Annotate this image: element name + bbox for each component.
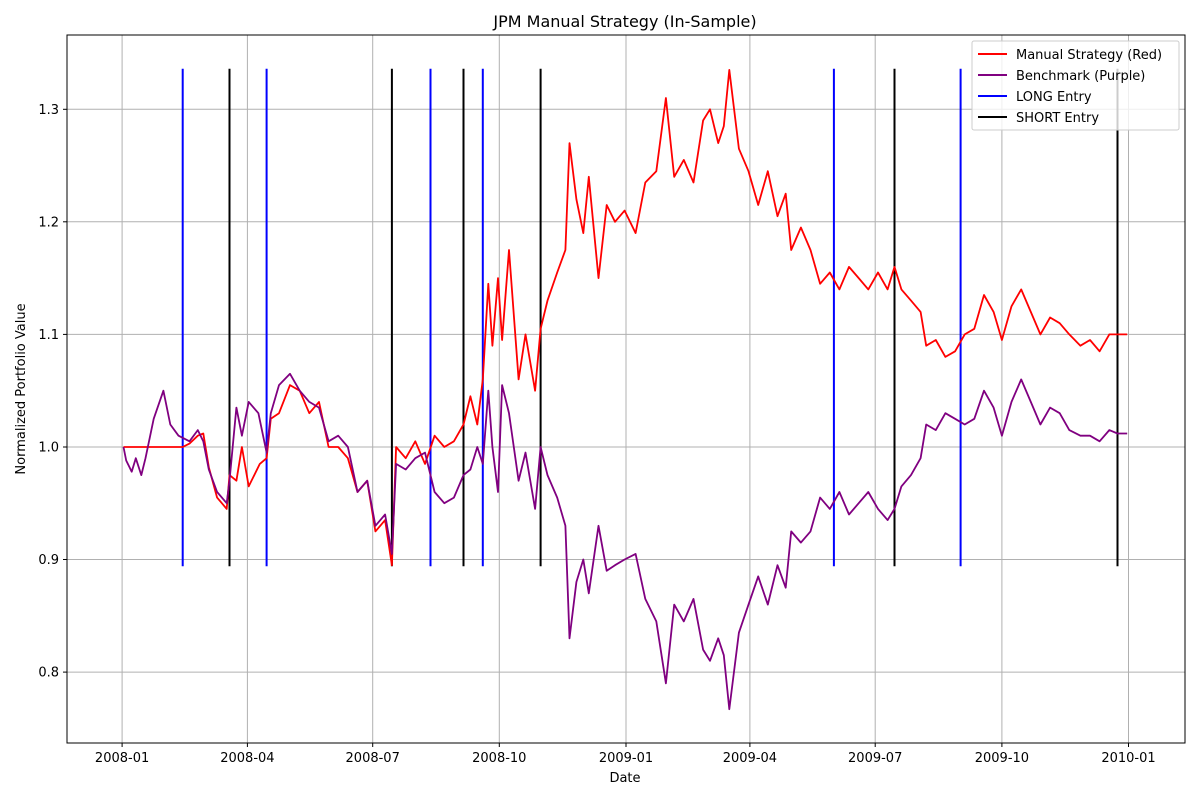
x-tick-label: 2009-10 (975, 751, 1029, 766)
manual-strategy-line (123, 69, 1128, 567)
y-tick-label: 0.9 (38, 553, 59, 568)
y-tick-label: 0.8 (38, 666, 59, 681)
benchmark-line (122, 372, 1128, 711)
y-tick-label: 1.3 (38, 103, 59, 118)
x-axis-title: Date (609, 771, 640, 786)
entry-markers (181, 68, 1119, 567)
x-tick-label: 2010-01 (1101, 751, 1155, 766)
legend-label-long: LONG Entry (1016, 90, 1092, 105)
legend: Manual Strategy (Red) Benchmark (Purple)… (971, 40, 1180, 131)
x-tick-label: 2009-07 (848, 751, 902, 766)
x-tick-label: 2009-01 (599, 751, 653, 766)
y-axis-title: Normalized Portfolio Value (14, 303, 29, 474)
x-tick-label: 2008-10 (472, 751, 526, 766)
x-tick-label: 2008-01 (95, 751, 149, 766)
series-lines (122, 69, 1128, 711)
legend-label-short: SHORT Entry (1016, 111, 1099, 126)
axis-ticks: 2008-01 2008-04 2008-07 2008-10 2009-01 2009-… (38, 103, 1155, 766)
x-tick-label: 2009-04 (723, 751, 777, 766)
legend-box (971, 40, 1180, 131)
y-tick-label: 1.1 (38, 328, 59, 343)
chart-title: JPM Manual Strategy (In-Sample) (492, 12, 756, 31)
legend-label-benchmark: Benchmark (Purple) (1016, 69, 1145, 84)
legend-label-manual: Manual Strategy (Red) (1016, 48, 1162, 63)
x-tick-label: 2008-04 (220, 751, 274, 766)
y-tick-label: 1.0 (38, 441, 59, 456)
x-tick-label: 2008-07 (346, 751, 400, 766)
y-tick-label: 1.2 (38, 215, 59, 230)
